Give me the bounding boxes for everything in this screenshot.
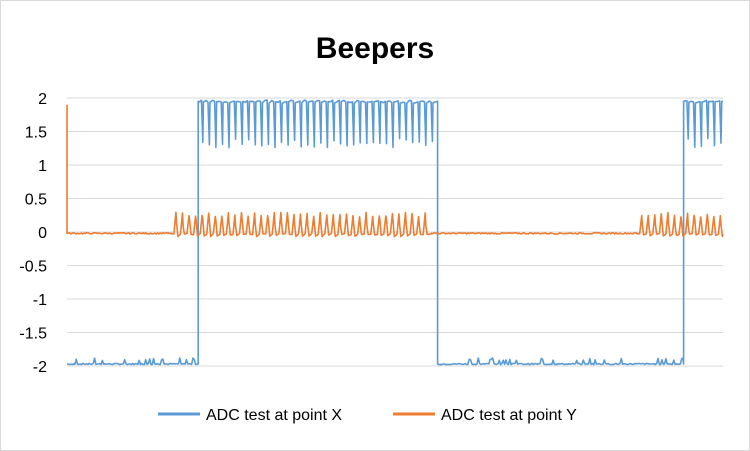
- y-tick-label-6: -1: [33, 292, 47, 309]
- y-tick-label-8: -2: [33, 359, 47, 376]
- series-group: [66, 99, 724, 366]
- y-tick-label-0: 2: [38, 91, 47, 108]
- y-tick-label-2: 1: [38, 158, 47, 175]
- y-axis: 2 1.5 1 0.5 0 -0.5 -1 -1.5 -2: [19, 91, 47, 376]
- y-tick-label-7: -1.5: [19, 326, 47, 343]
- y-tick-label-5: -0.5: [19, 259, 47, 276]
- y-tick-label-3: 0.5: [25, 192, 47, 209]
- legend-label-x: ADC test at point X: [206, 407, 342, 424]
- y-tick-label-1: 1.5: [25, 125, 47, 142]
- y-tick-label-4: 0: [38, 225, 47, 242]
- series-line-y: [66, 104, 724, 238]
- series-line-x: [67, 99, 724, 366]
- legend: ADC test at point X ADC test at point Y: [158, 407, 577, 424]
- legend-label-y: ADC test at point Y: [441, 407, 577, 424]
- chart-title: Beepers: [316, 32, 434, 65]
- gridlines: [67, 97, 723, 367]
